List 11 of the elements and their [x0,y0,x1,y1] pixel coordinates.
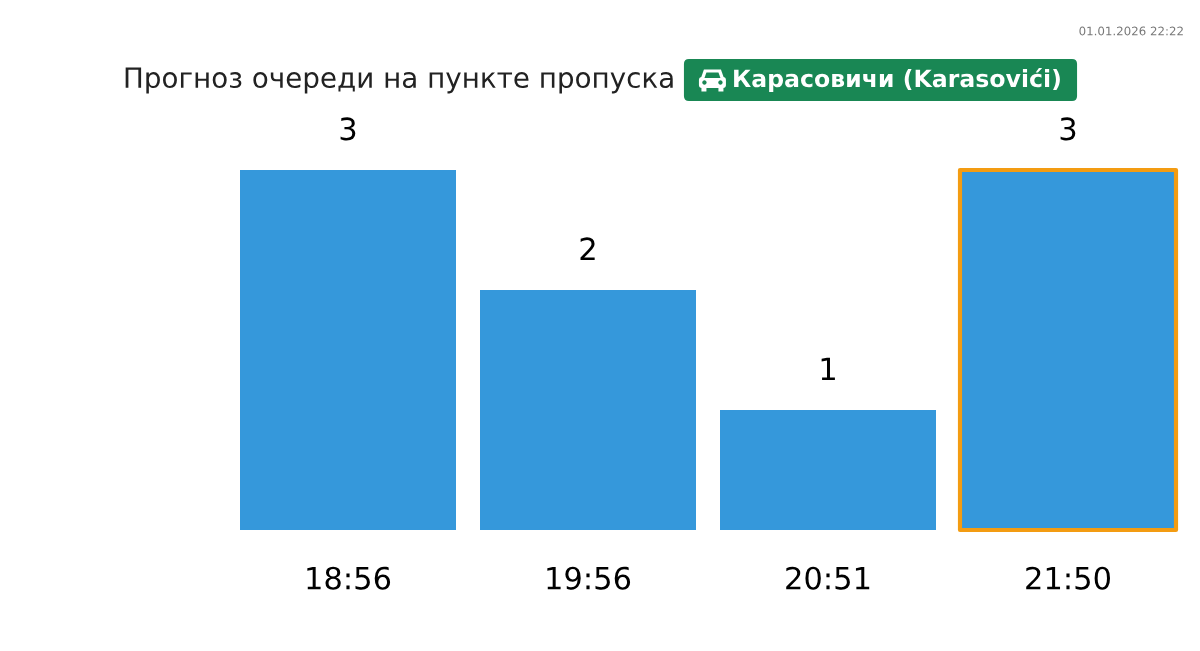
x-tick-label: 21:50 [1026,566,1110,590]
x-tick-label: 18:56 [307,566,391,590]
data-label: 1 [821,357,835,381]
x-tick-label: 19:56 [547,566,631,590]
chart-subtitle: Карасовичи (Karasovići) [734,68,1060,92]
data-label: 3 [340,117,356,141]
x-tick-label: 20:51 [786,566,870,590]
chart-title: Прогноз очереди на пункте пропуска [125,67,673,94]
text: 01.01.2026 22:22 [1079,26,1183,36]
data-label: 2 [580,237,595,261]
data-label: 3 [1060,117,1076,141]
